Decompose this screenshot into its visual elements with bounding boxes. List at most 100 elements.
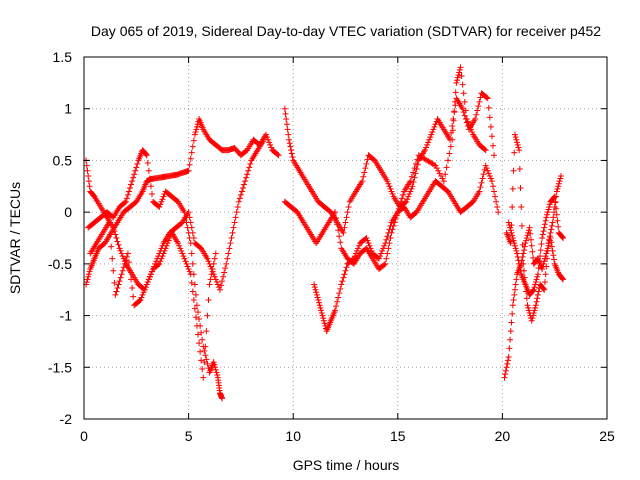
data-point bbox=[485, 104, 492, 111]
data-point bbox=[242, 178, 249, 185]
data-point bbox=[407, 178, 414, 185]
data-point bbox=[505, 219, 512, 226]
data-point bbox=[486, 114, 493, 121]
data-point bbox=[487, 175, 494, 182]
data-point bbox=[388, 188, 395, 195]
data-point bbox=[236, 195, 243, 202]
data-point bbox=[340, 274, 347, 281]
data-point bbox=[85, 271, 92, 278]
data-point bbox=[335, 227, 342, 234]
x-tick-label: 15 bbox=[390, 428, 406, 444]
data-point bbox=[511, 149, 518, 156]
data-point bbox=[178, 247, 185, 254]
data-point bbox=[341, 224, 348, 231]
data-point bbox=[156, 203, 163, 210]
data-point bbox=[509, 185, 516, 192]
data-point bbox=[408, 173, 415, 180]
data-point bbox=[475, 103, 482, 110]
data-point bbox=[141, 286, 148, 293]
data-point bbox=[263, 131, 270, 138]
data-point bbox=[286, 140, 293, 147]
data-point bbox=[211, 255, 218, 262]
y-tick-label: 0 bbox=[64, 204, 72, 220]
data-point bbox=[166, 235, 173, 241]
data-point bbox=[185, 229, 192, 236]
data-point bbox=[204, 255, 211, 262]
data-point bbox=[213, 369, 220, 376]
data-point bbox=[196, 316, 203, 323]
data-point bbox=[368, 247, 375, 254]
data-point bbox=[525, 307, 532, 314]
data-point bbox=[382, 240, 389, 247]
data-point bbox=[519, 241, 526, 248]
data-point bbox=[111, 279, 118, 286]
data-point bbox=[492, 193, 499, 200]
data-point bbox=[436, 170, 443, 177]
data-point bbox=[477, 184, 484, 191]
data-point bbox=[410, 169, 417, 176]
data-point bbox=[123, 253, 130, 260]
data-point bbox=[196, 340, 203, 347]
data-point bbox=[547, 229, 554, 236]
data-point bbox=[128, 181, 135, 188]
data-point bbox=[117, 247, 124, 254]
y-axis-label: SDTVAR / TECUs bbox=[7, 182, 23, 294]
data-point bbox=[127, 185, 134, 192]
data-point bbox=[514, 250, 521, 257]
data-point bbox=[202, 343, 209, 350]
data-point bbox=[191, 131, 198, 138]
data-point bbox=[508, 319, 515, 326]
data-point bbox=[204, 360, 211, 367]
data-point bbox=[553, 211, 560, 218]
data-point bbox=[406, 191, 413, 198]
data-point bbox=[537, 253, 544, 260]
data-point bbox=[211, 361, 218, 368]
data-point bbox=[260, 136, 267, 143]
data-point bbox=[354, 247, 361, 254]
data-point bbox=[397, 198, 404, 205]
data-point bbox=[560, 276, 567, 283]
data-point bbox=[362, 165, 369, 172]
data-point bbox=[544, 255, 551, 262]
data-point bbox=[114, 238, 121, 245]
data-point bbox=[482, 147, 489, 154]
data-point bbox=[334, 298, 341, 305]
data-point bbox=[529, 315, 536, 322]
data-point bbox=[205, 297, 212, 304]
data-point bbox=[523, 235, 530, 241]
data-point bbox=[191, 281, 198, 288]
data-point bbox=[439, 175, 446, 182]
data-point bbox=[557, 172, 564, 179]
data-point bbox=[181, 255, 188, 262]
data-point bbox=[125, 259, 132, 266]
data-point bbox=[211, 273, 218, 280]
data-point bbox=[516, 260, 523, 267]
data-point bbox=[118, 271, 125, 278]
data-point bbox=[506, 222, 513, 229]
data-point bbox=[504, 360, 511, 367]
data-point bbox=[137, 297, 144, 304]
data-point bbox=[541, 258, 548, 265]
data-point bbox=[145, 167, 152, 174]
data-point bbox=[193, 302, 200, 309]
data-point bbox=[457, 64, 464, 71]
data-point bbox=[381, 242, 388, 249]
data-point bbox=[428, 131, 435, 138]
data-point bbox=[502, 371, 509, 378]
data-point bbox=[335, 294, 342, 301]
data-point bbox=[333, 215, 340, 222]
data-point bbox=[541, 278, 548, 285]
data-point bbox=[476, 188, 483, 195]
data-point bbox=[506, 345, 513, 352]
data-point bbox=[516, 147, 523, 154]
data-point bbox=[192, 128, 199, 135]
data-point bbox=[140, 289, 147, 296]
data-point bbox=[129, 178, 136, 185]
data-point bbox=[385, 229, 392, 236]
data-point bbox=[424, 141, 431, 148]
data-point bbox=[176, 242, 183, 249]
data-point bbox=[332, 209, 339, 216]
data-point bbox=[363, 160, 370, 167]
data-point bbox=[201, 359, 208, 366]
